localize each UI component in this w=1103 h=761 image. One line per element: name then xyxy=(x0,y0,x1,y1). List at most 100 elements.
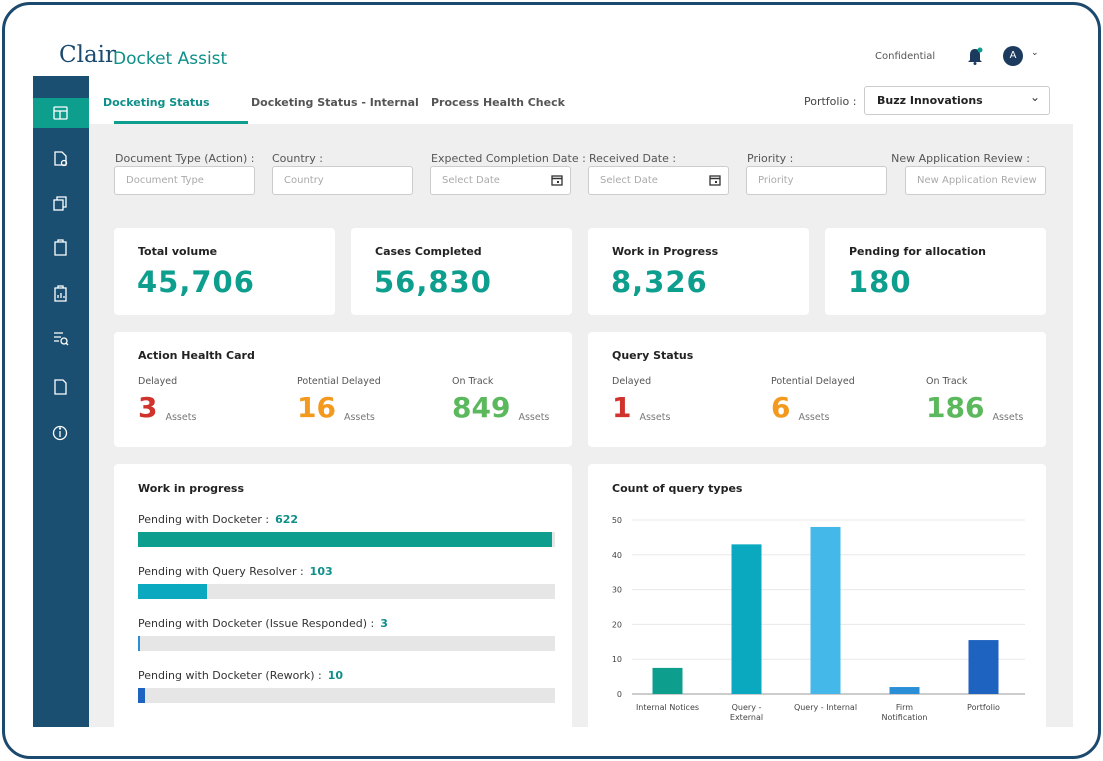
sidebar-icons[interactable] xyxy=(33,76,89,496)
filter-label: Received Date : xyxy=(589,152,677,165)
wip-title: Work in progress xyxy=(138,482,245,495)
tab[interactable]: Process Health Check xyxy=(431,96,565,109)
health-item-value: 6 xyxy=(771,391,791,424)
portfolio-caret: ⌄ xyxy=(1030,90,1041,104)
health-title: Query Status xyxy=(612,349,694,362)
top-bar: Clair Docket Assist Confidential A ⌄ xyxy=(33,38,1073,77)
health-item-value: 849 xyxy=(452,391,511,424)
health-item-label: Delayed xyxy=(612,376,652,387)
y-tick-label: 50 xyxy=(612,516,622,525)
portfolio-label: Portfolio : xyxy=(804,95,857,108)
wip-label: Pending with Docketer (Issue Responded) … xyxy=(138,617,375,630)
bar xyxy=(731,544,762,694)
bar xyxy=(652,667,683,694)
tab-underline xyxy=(114,121,248,124)
portfolio-value: Buzz Innovations xyxy=(877,94,983,107)
wip-value: 10 xyxy=(327,669,344,682)
wip-track xyxy=(138,636,555,651)
kpi-card: Cases Completed 56,830 xyxy=(351,228,572,315)
avatar[interactable]: A xyxy=(1003,46,1023,66)
calendar-icon[interactable] xyxy=(709,174,721,186)
health-item-value: 1 xyxy=(612,391,632,424)
wip-card: Work in progress Pending with Docketer : 6… xyxy=(114,464,572,727)
bar xyxy=(889,687,920,694)
sidebar xyxy=(33,76,89,727)
chart: 0 10 20 30 40 50 xyxy=(612,516,1025,699)
app: Clair Docket Assist Confidential A ⌄ Por… xyxy=(33,38,1073,727)
x-tick-label: Internal Notices xyxy=(635,703,700,712)
health-item-label: On Track xyxy=(926,376,968,387)
filter-label: Priority : xyxy=(747,152,794,165)
y-tick-label: 20 xyxy=(612,620,622,629)
filter-input[interactable]: Select Date xyxy=(588,166,729,195)
bell-icon[interactable] xyxy=(967,47,983,65)
avatar-caret[interactable]: ⌄ xyxy=(1031,48,1039,58)
x-tick-label: Portfolio xyxy=(967,703,1000,712)
y-tick-label: 40 xyxy=(612,551,622,560)
wip-label: Pending with Docketer : xyxy=(138,513,270,526)
tab[interactable]: Docketing Status xyxy=(103,96,210,109)
filter-input[interactable]: Country xyxy=(272,166,413,195)
kpi-card: Work in Progress 8,326 xyxy=(588,228,809,315)
kpi-label: Work in Progress xyxy=(612,245,719,258)
health-item-label: Potential Delayed xyxy=(297,376,381,387)
wip-bar xyxy=(138,688,145,703)
wip-label: Pending with Docketer (Rework) : xyxy=(138,669,322,682)
health-item-value: 186 xyxy=(926,391,985,424)
filter-label: New Application Review : xyxy=(891,152,1030,165)
kpi-label: Pending for allocation xyxy=(849,245,987,258)
filter-label: Document Type (Action) : xyxy=(115,152,255,165)
health-card: Query Status Delayed 1 Assets Potential Dela… xyxy=(588,332,1046,447)
health-item-unit: Assets xyxy=(165,412,197,423)
filter-input[interactable]: New Application Review xyxy=(905,166,1046,195)
kpi-card: Total volume 45,706 xyxy=(114,228,335,315)
sidebar-active[interactable] xyxy=(33,98,89,128)
kpi-label: Total volume xyxy=(138,245,218,258)
health-item-label: On Track xyxy=(452,376,494,387)
kpi-value: 45,706 xyxy=(137,265,255,299)
bar xyxy=(810,526,841,694)
health-item-unit: Assets xyxy=(518,412,550,423)
wip-bar xyxy=(138,636,140,651)
calendar-icon[interactable] xyxy=(551,174,563,186)
y-tick-label: 30 xyxy=(612,586,622,595)
health-item-unit: Assets xyxy=(798,412,830,423)
wip-value: 3 xyxy=(380,617,388,630)
health-item-value: 3 xyxy=(138,391,158,424)
x-tick-label: Query - Internal xyxy=(793,703,858,712)
kpi-label: Cases Completed xyxy=(375,245,482,258)
wip-value: 103 xyxy=(309,565,333,578)
portfolio-select[interactable]: Buzz Innovations ⌄ xyxy=(864,86,1050,115)
kpi-value: 8,326 xyxy=(611,265,708,299)
filter-input[interactable]: Priority xyxy=(746,166,887,195)
chart-title: Count of query types xyxy=(612,482,743,495)
wip-bar xyxy=(138,584,207,599)
kpi-card: Pending for allocation 180 xyxy=(825,228,1046,315)
health-item-label: Potential Delayed xyxy=(771,376,855,387)
health-card: Action Health Card Delayed 3 Assets Potentia… xyxy=(114,332,572,447)
wip-label: Pending with Query Resolver : xyxy=(138,565,304,578)
health-title: Action Health Card xyxy=(138,349,255,362)
filter-label: Expected Completion Date : xyxy=(431,152,586,165)
health-item-unit: Assets xyxy=(639,412,671,423)
health-item-unit: Assets xyxy=(343,412,375,423)
wip-value: 622 xyxy=(275,513,299,526)
y-tick-label: 10 xyxy=(612,655,622,664)
logo-product: Docket Assist xyxy=(113,49,228,69)
y-tick-label: 0 xyxy=(617,690,622,699)
bar xyxy=(968,640,999,694)
kpi-value: 180 xyxy=(848,265,912,299)
wip-track xyxy=(138,688,555,703)
logo-brand: Clair xyxy=(59,42,117,68)
x-tick-label: Firm Notification xyxy=(881,703,928,722)
wip-track xyxy=(138,584,555,599)
health-item-unit: Assets xyxy=(992,412,1024,423)
filter-input[interactable]: Select Date xyxy=(430,166,571,195)
tab[interactable]: Docketing Status - Internal xyxy=(251,96,419,109)
wip-bar xyxy=(138,532,552,547)
filter-input[interactable]: Document Type xyxy=(114,166,255,195)
confidential: Confidential xyxy=(875,51,936,62)
health-item-value: 16 xyxy=(297,391,336,424)
kpi-value: 56,830 xyxy=(374,265,492,299)
x-tick-label: Query - External xyxy=(729,703,764,722)
